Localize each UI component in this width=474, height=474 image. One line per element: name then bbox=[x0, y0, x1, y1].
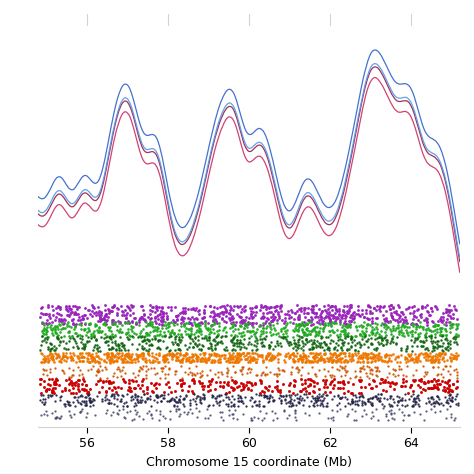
X-axis label: Chromosome 15 coordinate (Mb): Chromosome 15 coordinate (Mb) bbox=[146, 456, 352, 469]
